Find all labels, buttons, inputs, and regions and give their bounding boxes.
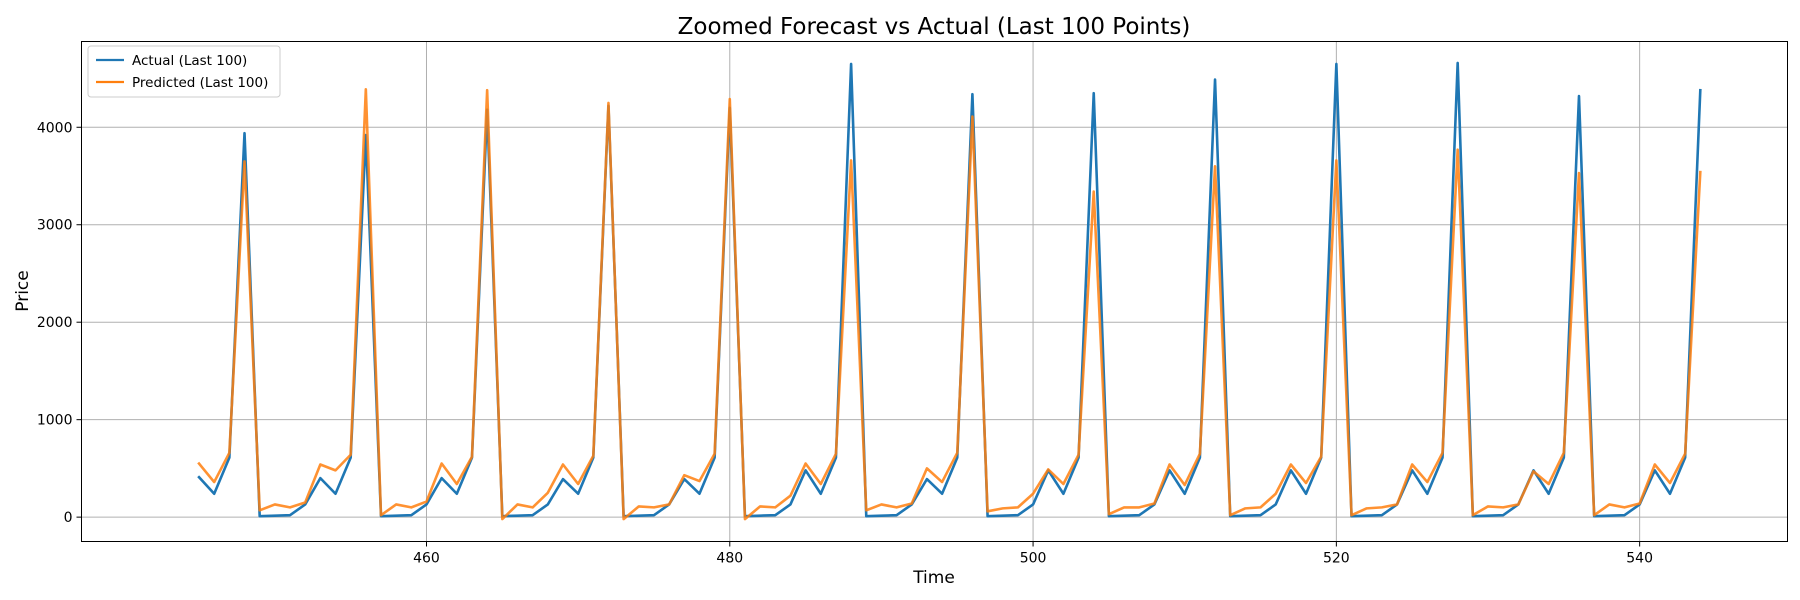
y-tick-label: 0 bbox=[64, 510, 73, 526]
plot-frame bbox=[81, 41, 1788, 542]
x-tick-label: 520 bbox=[1323, 551, 1350, 567]
legend-label-actual: Actual (Last 100) bbox=[132, 53, 247, 69]
series-layer bbox=[197, 61, 1702, 521]
grid bbox=[81, 41, 1788, 542]
legend-box bbox=[87, 45, 281, 98]
predicted-series-line bbox=[197, 87, 1702, 521]
x-tick-label: 500 bbox=[1020, 551, 1047, 567]
x-axis-label: Time bbox=[912, 568, 955, 588]
ticks: 460 480 500 520 540 0 1000 2000 3000 4000 bbox=[37, 120, 1653, 566]
x-tick-label: 460 bbox=[413, 551, 440, 567]
chart-title: Zoomed Forecast vs Actual (Last 100 Poin… bbox=[678, 14, 1191, 40]
legend-label-predicted: Predicted (Last 100) bbox=[132, 75, 268, 91]
y-tick-label: 4000 bbox=[37, 120, 73, 136]
y-tick-label: 2000 bbox=[37, 315, 73, 331]
y-tick-label: 1000 bbox=[37, 413, 73, 429]
actual-series-line bbox=[197, 61, 1702, 518]
y-axis-label: Price bbox=[13, 270, 33, 311]
x-tick-label: 480 bbox=[716, 551, 743, 567]
x-tick-label: 540 bbox=[1626, 551, 1653, 567]
legend: Actual (Last 100) Predicted (Last 100) bbox=[87, 45, 281, 98]
y-tick-label: 3000 bbox=[37, 218, 73, 234]
